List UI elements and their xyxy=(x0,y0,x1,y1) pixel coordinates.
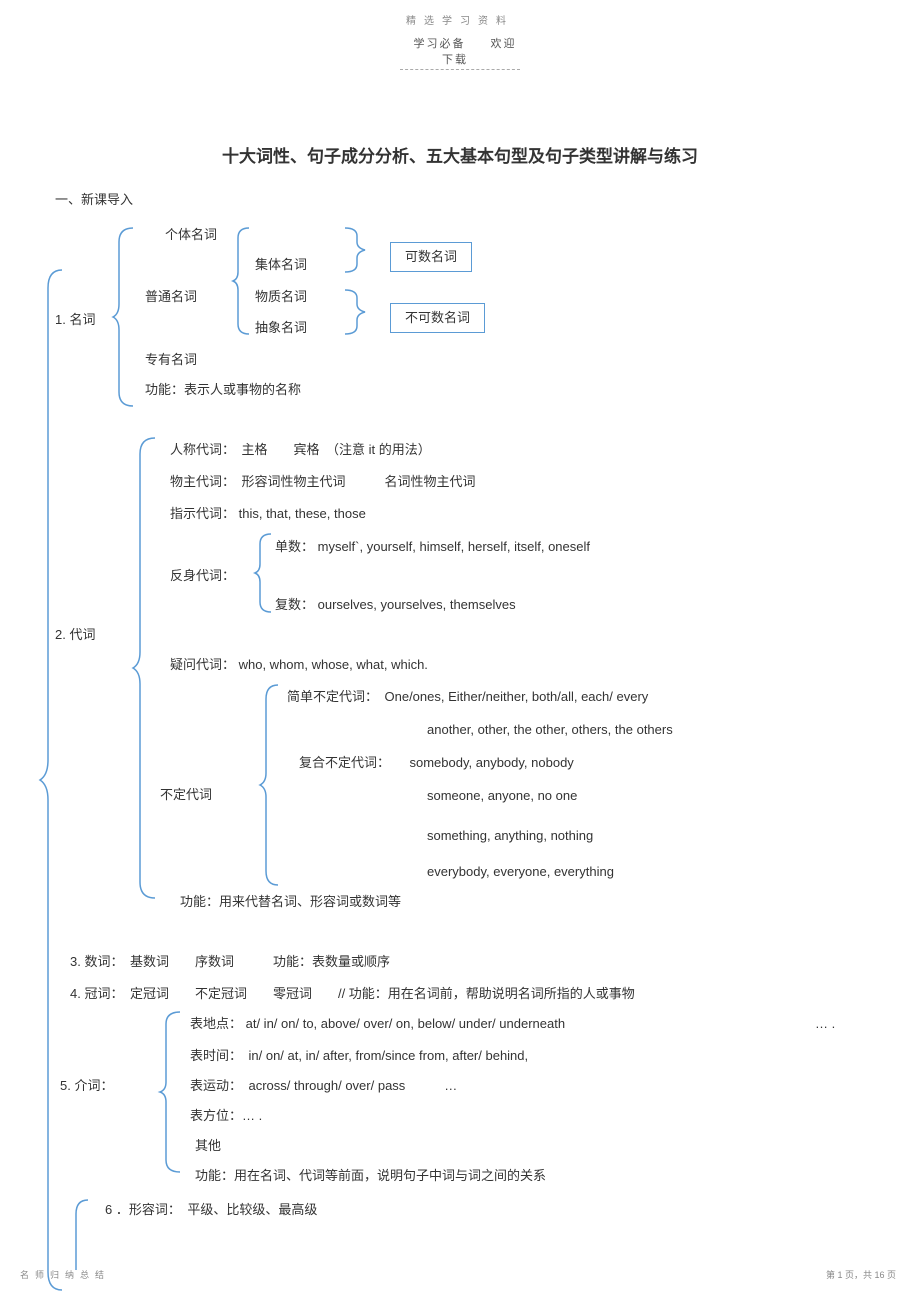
pron-indef: 不定代词 xyxy=(160,785,212,805)
bracket-indef xyxy=(260,685,282,885)
prep-motion: 表运动： across/ through/ over/ pass … xyxy=(190,1076,457,1096)
header-sub: 学习必备 欢迎下载 xyxy=(400,27,520,70)
bracket-reflex xyxy=(255,534,275,612)
reflex-plural: 复数： ourselves, yourselves, themselves xyxy=(275,595,516,615)
prep-direction: 表方位：… . xyxy=(190,1106,262,1126)
noun-func: 功能：表示人或事物的名称 xyxy=(145,380,301,400)
bracket-main xyxy=(40,270,70,1290)
indef-comp4: everybody, everyone, everything xyxy=(427,862,614,882)
prep-func: 功能：用在名词、代词等前面，说明句子中词与词之间的关系 xyxy=(195,1166,546,1186)
adj-line: 6 ．形容词： 平级、比较级、最高级 xyxy=(105,1200,317,1220)
numeral-line: 3. 数词： 基数词 序数词 功能：表数量或顺序 xyxy=(70,952,390,972)
page-title: 十大词性、句子成分分析、五大基本句型及句子类型讲解与练习 xyxy=(0,142,920,167)
prep-place: 表地点： at/ in/ on/ to, above/ over/ on, be… xyxy=(190,1014,565,1034)
prep-place-tail: … . xyxy=(815,1014,835,1034)
pron-personal: 人称代词： 主格 宾格 （注意 it 的用法） xyxy=(170,440,431,460)
bracket-countable xyxy=(345,228,367,272)
pron-demonstrative: 指示代词： this, that, these, those xyxy=(170,504,366,524)
noun-individual: 个体名词 xyxy=(165,225,217,245)
prep-label: 5. 介词： xyxy=(60,1076,113,1096)
bracket-pronoun xyxy=(133,438,159,898)
prep-time: 表时间： in/ on/ at, in/ after, from/since f… xyxy=(190,1046,528,1066)
noun-label: 1. 名词 xyxy=(55,310,95,330)
bracket-common xyxy=(233,228,253,334)
bracket-lower-hint xyxy=(70,1200,92,1270)
indef-comp3: something, anything, nothing xyxy=(427,826,593,846)
bracket-noun xyxy=(113,228,137,406)
header-top: 精选学习资料 xyxy=(0,0,920,27)
bracket-prep xyxy=(160,1012,184,1172)
reflex-singular: 单数： myself`, yourself, himself, herself,… xyxy=(275,537,590,557)
noun-material: 物质名词 xyxy=(255,287,307,307)
pron-reflexive: 反身代词： xyxy=(170,566,235,586)
noun-abstract: 抽象名词 xyxy=(255,318,307,338)
pronoun-label: 2. 代词 xyxy=(55,625,95,645)
header-sub1: 学习必备 xyxy=(413,38,465,50)
pron-func: 功能：用来代替名词、形容词或数词等 xyxy=(180,892,401,912)
pron-interrogative: 疑问代词： who, whom, whose, what, which. xyxy=(170,655,428,675)
noun-common: 普通名词 xyxy=(145,287,197,307)
footer-left: 名师归纳总结 xyxy=(20,1268,110,1281)
indef-comp2: someone, anyone, no one xyxy=(427,786,577,806)
box-uncountable: 不可数名词 xyxy=(390,303,485,333)
noun-collective: 集体名词 xyxy=(255,255,307,275)
box-countable: 可数名词 xyxy=(390,242,472,272)
bracket-uncountable xyxy=(345,290,367,334)
indef-simple2: another, other, the other, others, the o… xyxy=(427,720,673,740)
article-line: 4. 冠词： 定冠词 不定冠词 零冠词 // 功能：用在名词前，帮助说明名词所指… xyxy=(70,984,635,1004)
indef-simple: 简单不定代词： One/ones, Either/neither, both/a… xyxy=(287,687,648,707)
noun-proper: 专有名词 xyxy=(145,350,197,370)
intro-heading: 一、新课导入 xyxy=(55,190,133,210)
prep-other: 其他 xyxy=(195,1136,221,1156)
indef-comp: 复合不定代词： somebody, anybody, nobody xyxy=(299,753,574,773)
pron-possessive: 物主代词： 形容词性物主代词 名词性物主代词 xyxy=(170,472,476,492)
footer-right: 第 1 页，共 16 页 xyxy=(826,1268,896,1281)
